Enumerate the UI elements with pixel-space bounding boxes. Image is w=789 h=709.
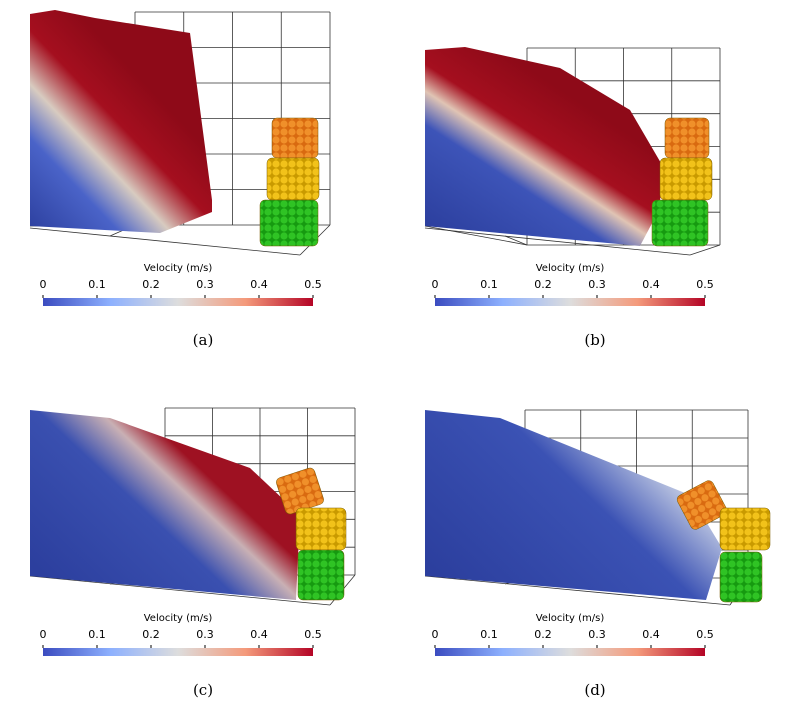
colorbar (435, 648, 705, 656)
tick-label: 0.5 (304, 628, 322, 641)
floor-edge (504, 235, 528, 246)
tick-label: 0 (40, 628, 47, 641)
caption: (c) (193, 681, 213, 699)
tick-label: 0.1 (88, 628, 106, 641)
simulation-renders: Velocity (m/s)0 0.1 0.2 0.3 0.4 0.5(a)Velocit… (29, 10, 771, 699)
tick-label: 0.3 (588, 278, 606, 291)
block (266, 157, 320, 201)
tick-label: 0 (40, 278, 47, 291)
tick-label: 0.5 (696, 278, 714, 291)
block (676, 480, 728, 530)
block (271, 117, 319, 159)
tick-label: 0.1 (480, 278, 498, 291)
fluid-particles (30, 10, 212, 233)
tick-label: 0.1 (480, 628, 498, 641)
block (295, 507, 347, 551)
fluid-particles (30, 410, 300, 600)
tick-label: 0.3 (588, 628, 606, 641)
floor-edge (424, 225, 528, 246)
block (259, 199, 319, 247)
tick-label: 0.1 (88, 278, 106, 291)
tick-label: 0.2 (142, 278, 160, 291)
tick-label: 0.5 (304, 278, 322, 291)
fluid-particles (425, 410, 722, 600)
tick-label: 0 (432, 278, 439, 291)
panel: Velocity (m/s) 0 0.1 0.2 0.3 0.4 0.5 (c) (29, 407, 356, 699)
block (659, 157, 713, 201)
floor-edge (424, 575, 731, 606)
block (651, 199, 709, 247)
tick-label: 0.2 (534, 278, 552, 291)
tick-label: 0.4 (250, 628, 268, 641)
colorbar-title: Velocity (m/s) (536, 263, 605, 274)
colorbar-title: Velocity (m/s) (536, 613, 605, 624)
floor-edge (424, 227, 691, 256)
tick-label: 0.5 (696, 628, 714, 641)
tick-label: 0 (432, 628, 439, 641)
colorbar (43, 298, 313, 306)
floor-edge (689, 244, 721, 256)
block (719, 507, 771, 551)
caption: (a) (193, 331, 214, 349)
floor-edge (29, 227, 301, 256)
tick-label: 0.2 (534, 628, 552, 641)
block (297, 549, 345, 601)
colorbar (43, 648, 313, 656)
floor-edge (29, 575, 331, 606)
colorbar-title: Velocity (m/s) (144, 263, 213, 274)
block (664, 117, 710, 159)
tick-label: 0.4 (642, 278, 660, 291)
colorbar (435, 298, 705, 306)
block (719, 551, 763, 603)
tick-label: 0.4 (250, 278, 268, 291)
panel: Velocity (m/s) 0 0.1 0.2 0.3 0.4 0.5 (d) (424, 409, 771, 699)
caption: (d) (584, 681, 605, 699)
caption: (b) (584, 331, 605, 349)
panel: Velocity (m/s) 0 0.1 0.2 0.3 0.4 0.5 (a) (29, 10, 331, 349)
tick-label: 0.3 (196, 278, 214, 291)
panel: Velocity (m/s) 0 0.1 0.2 0.3 0.4 0.5 (b) (424, 47, 721, 349)
tick-label: 0.4 (642, 628, 660, 641)
colorbar-title: Velocity (m/s) (144, 613, 213, 624)
fluid-particles (425, 47, 665, 246)
tick-label: 0.2 (142, 628, 160, 641)
tick-label: 0.3 (196, 628, 214, 641)
